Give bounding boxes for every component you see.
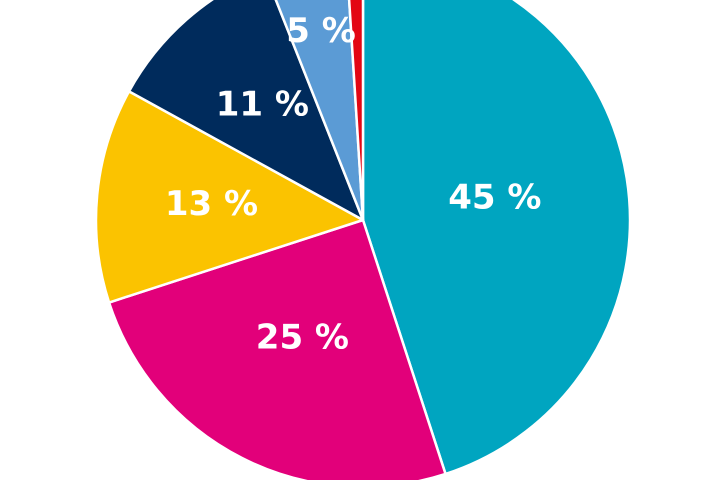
pie-slice [274, 0, 365, 222]
pie-slice [107, 218, 447, 480]
data-label: 11 % [216, 84, 309, 124]
pie-slice [94, 90, 365, 304]
data-label: 45 % [448, 178, 541, 218]
pie-slice [361, 0, 632, 476]
data-label: 5 % [286, 11, 356, 51]
data-label: 25 % [256, 317, 349, 357]
pie-slice [347, 0, 365, 222]
pie-slice [127, 0, 365, 222]
data-label: 13 % [165, 184, 258, 224]
